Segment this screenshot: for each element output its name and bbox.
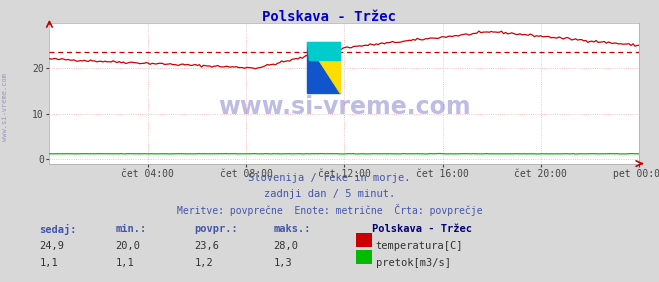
Text: 1,1: 1,1 bbox=[115, 258, 134, 268]
Text: www.si-vreme.com: www.si-vreme.com bbox=[2, 73, 9, 141]
Text: 23,6: 23,6 bbox=[194, 241, 219, 251]
Text: Slovenija / reke in morje.: Slovenija / reke in morje. bbox=[248, 173, 411, 183]
Text: Polskava - Tržec: Polskava - Tržec bbox=[262, 10, 397, 24]
Text: Meritve: povprečne  Enote: metrične  Črta: povprečje: Meritve: povprečne Enote: metrične Črta:… bbox=[177, 204, 482, 216]
Text: 20,0: 20,0 bbox=[115, 241, 140, 251]
Polygon shape bbox=[307, 42, 340, 93]
Text: zadnji dan / 5 minut.: zadnji dan / 5 minut. bbox=[264, 189, 395, 199]
Text: 24,9: 24,9 bbox=[40, 241, 65, 251]
Text: 1,2: 1,2 bbox=[194, 258, 213, 268]
Text: 1,1: 1,1 bbox=[40, 258, 58, 268]
Text: 28,0: 28,0 bbox=[273, 241, 299, 251]
Text: sedaj:: sedaj: bbox=[40, 224, 77, 235]
Text: Polskava - Tržec: Polskava - Tržec bbox=[372, 224, 473, 234]
Text: min.:: min.: bbox=[115, 224, 146, 234]
Text: pretok[m3/s]: pretok[m3/s] bbox=[376, 258, 451, 268]
Polygon shape bbox=[307, 42, 340, 93]
Text: temperatura[C]: temperatura[C] bbox=[376, 241, 463, 251]
Text: www.si-vreme.com: www.si-vreme.com bbox=[218, 95, 471, 119]
Text: maks.:: maks.: bbox=[273, 224, 311, 234]
Text: 1,3: 1,3 bbox=[273, 258, 292, 268]
Text: povpr.:: povpr.: bbox=[194, 224, 238, 234]
Polygon shape bbox=[307, 42, 340, 60]
